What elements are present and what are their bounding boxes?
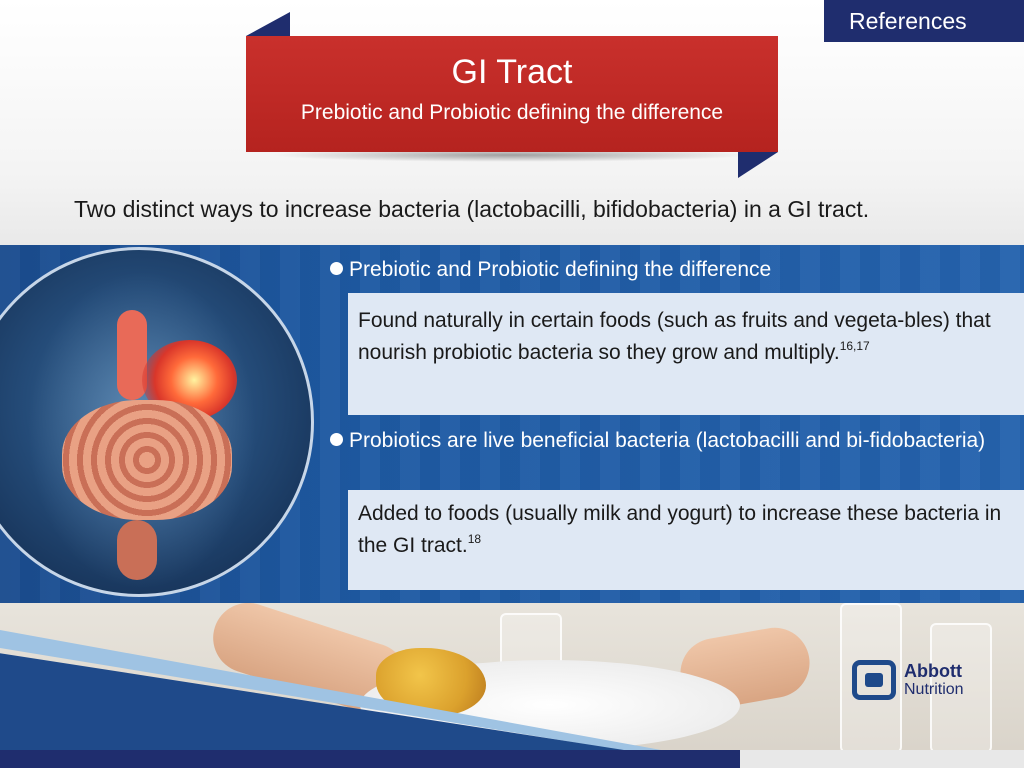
probiotic-body: Added to foods (usually milk and yogurt)… <box>358 502 1002 557</box>
footer-bar <box>0 750 740 768</box>
intestines-shape <box>62 400 232 520</box>
page-title: GI Tract <box>451 53 573 91</box>
bullet-probiotic: Probiotics are live beneficial bacteria … <box>330 427 1010 455</box>
intro-text: Two distinct ways to increase bacteria (… <box>74 196 870 222</box>
probiotic-reference[interactable]: 18 <box>467 532 482 546</box>
rectum-shape <box>117 520 157 580</box>
bullet-prebiotic-text: Prebiotic and Probiotic defining the dif… <box>349 258 772 281</box>
bullet-probiotic-text: Probiotics are live beneficial bacteria … <box>349 429 986 452</box>
glass-shape <box>930 623 992 753</box>
prebiotic-body: Found naturally in certain foods (such a… <box>358 309 991 364</box>
banner-fold-right <box>738 152 778 178</box>
title-banner: GI Tract Prebiotic and Probiotic definin… <box>246 36 778 152</box>
prebiotic-card: Found naturally in certain foods (such a… <box>348 293 1024 415</box>
bullet-prebiotic: Prebiotic and Probiotic defining the dif… <box>330 256 771 284</box>
page-subtitle: Prebiotic and Probiotic defining the dif… <box>300 101 724 124</box>
probiotic-card: Added to foods (usually milk and yogurt)… <box>348 490 1024 590</box>
banner-fold-left <box>246 12 290 36</box>
footer-bar-right <box>740 750 1024 768</box>
references-label: References <box>849 7 967 34</box>
abbott-logo-icon <box>852 660 896 700</box>
abbott-logo: Abbott Nutrition <box>852 660 964 700</box>
logo-line1: Abbott <box>904 661 962 681</box>
logo-text: Abbott Nutrition <box>904 661 964 699</box>
prebiotic-reference[interactable]: 16,17 <box>839 339 870 353</box>
digestive-system-illustration-icon <box>0 247 314 597</box>
bullet-dot-icon <box>330 262 343 275</box>
bullet-dot-icon <box>330 433 343 446</box>
references-button[interactable]: References <box>824 0 1024 42</box>
logo-line2: Nutrition <box>904 681 964 698</box>
